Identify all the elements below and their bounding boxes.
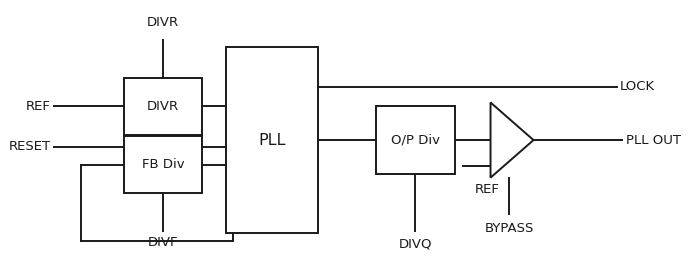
Text: LOCK: LOCK	[620, 80, 655, 94]
Text: BYPASS: BYPASS	[484, 222, 533, 235]
Text: DIVR: DIVR	[147, 16, 179, 29]
Text: DIVR: DIVR	[147, 100, 179, 113]
Text: DIVQ: DIVQ	[399, 237, 432, 250]
Bar	[124, 78, 202, 135]
Polygon shape	[491, 102, 533, 178]
Bar	[226, 47, 318, 233]
Text: REF: REF	[475, 183, 500, 196]
Bar	[124, 136, 202, 193]
Bar	[377, 106, 455, 174]
Text: PLL OUT: PLL OUT	[626, 134, 680, 146]
Text: PLL: PLL	[258, 133, 286, 148]
Text: DIVF: DIVF	[148, 236, 178, 249]
Text: RESET: RESET	[8, 140, 50, 153]
Text: FB Div: FB Div	[142, 158, 184, 171]
Text: O/P Div: O/P Div	[391, 134, 440, 146]
Text: REF: REF	[26, 100, 50, 113]
